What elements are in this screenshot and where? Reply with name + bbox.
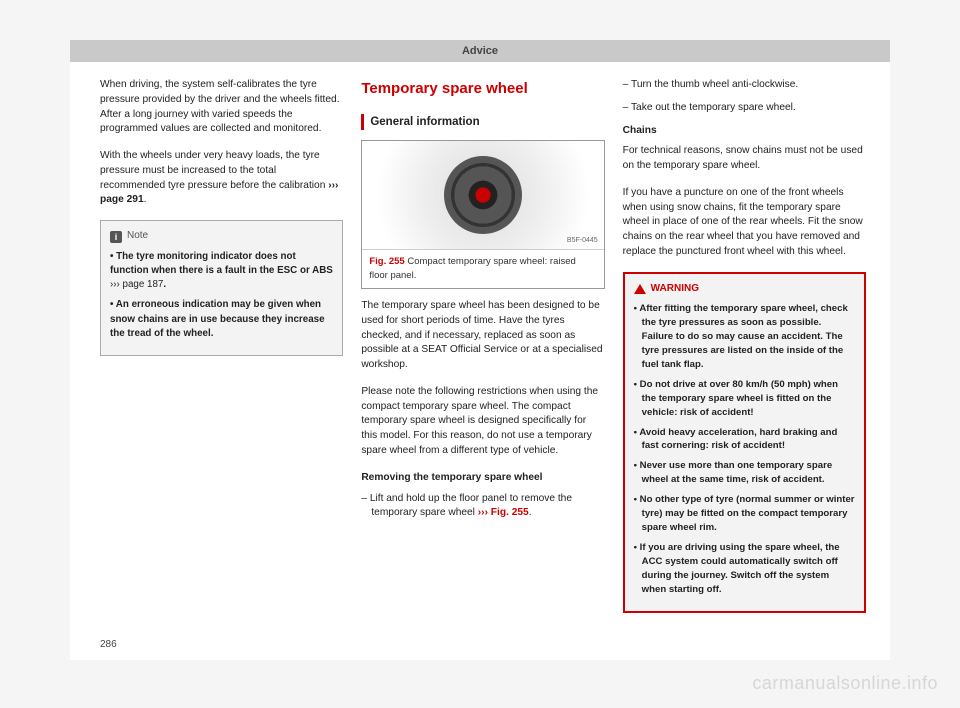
chains-heading: Chains (623, 124, 866, 139)
fig-ref-255: ››› Fig. 255 (478, 507, 529, 518)
warning-6: • If you are driving using the spare whe… (634, 541, 855, 597)
chains-p1: For technical reasons, snow chains must … (623, 144, 866, 174)
warning-4: • Never use more than one temporary spar… (634, 459, 855, 487)
note-item-1: • The tyre monitoring indicator does not… (110, 250, 333, 293)
col1-p2b: . (144, 194, 147, 205)
section-title: Temporary spare wheel (361, 78, 604, 100)
column-1: When driving, the system self-calibrates… (100, 78, 343, 613)
warning-5: • No other type of tyre (normal summer o… (634, 493, 855, 535)
note-box: i Note • The tyre monitoring indicator d… (100, 220, 343, 356)
figure-caption: Fig. 255 Compact temporary spare wheel: … (362, 249, 603, 288)
spare-wheel-image: B5F-0445 (362, 141, 603, 249)
note1b: . (163, 279, 166, 290)
col1-p2a: With the wheels under very heavy loads, … (100, 150, 328, 191)
remove-step-1: – Lift and hold up the floor panel to re… (361, 492, 604, 522)
subsection-title: General information (361, 114, 604, 131)
info-icon: i (110, 231, 122, 243)
removing-heading: Removing the temporary spare wheel (361, 471, 604, 486)
warning-label: WARNING (651, 282, 699, 297)
manual-page: Advice When driving, the system self-cal… (70, 40, 890, 660)
col2-p1: The temporary spare wheel has been desig… (361, 299, 604, 373)
column-2: Temporary spare wheel General informatio… (361, 78, 604, 613)
note1a: • The tyre monitoring indicator does not… (110, 251, 333, 276)
watermark: carmanualsonline.info (752, 673, 938, 694)
warning-2: • Do not drive at over 80 km/h (50 mph) … (634, 378, 855, 420)
wheel-graphic (444, 156, 522, 234)
warning-icon (634, 284, 646, 294)
warning-1: • After fitting the temporary spare whee… (634, 302, 855, 372)
chains-p2: If you have a puncture on one of the fro… (623, 186, 866, 260)
note-item-2: • An erroneous indication may be given w… (110, 298, 333, 341)
warning-3: • Avoid heavy acceleration, hard braking… (634, 426, 855, 454)
figure-code: B5F-0445 (565, 236, 600, 246)
remove1a: – Lift and hold up the floor panel to re… (361, 493, 572, 519)
content-columns: When driving, the system self-calibrates… (70, 62, 890, 613)
warning-box: WARNING • After fitting the temporary sp… (623, 272, 866, 613)
note-header: i Note (110, 229, 333, 244)
col1-p1: When driving, the system self-calibrates… (100, 78, 343, 137)
page-header: Advice (70, 40, 890, 62)
figure-number: Fig. 255 (369, 256, 404, 267)
remove-step-2: – Turn the thumb wheel anti-clockwise. (623, 78, 866, 93)
page-ref-187: ››› page 187 (110, 279, 163, 290)
remove1b: . (529, 507, 532, 518)
note-label: Note (127, 229, 148, 244)
col1-p2: With the wheels under very heavy loads, … (100, 149, 343, 208)
column-3: – Turn the thumb wheel anti-clockwise. –… (623, 78, 866, 613)
warning-header: WARNING (634, 282, 855, 297)
col2-p2: Please note the following restrictions w… (361, 385, 604, 459)
page-number: 286 (100, 639, 117, 650)
remove-step-3: – Take out the temporary spare wheel. (623, 101, 866, 116)
figure-255: B5F-0445 Fig. 255 Compact temporary spar… (361, 140, 604, 289)
